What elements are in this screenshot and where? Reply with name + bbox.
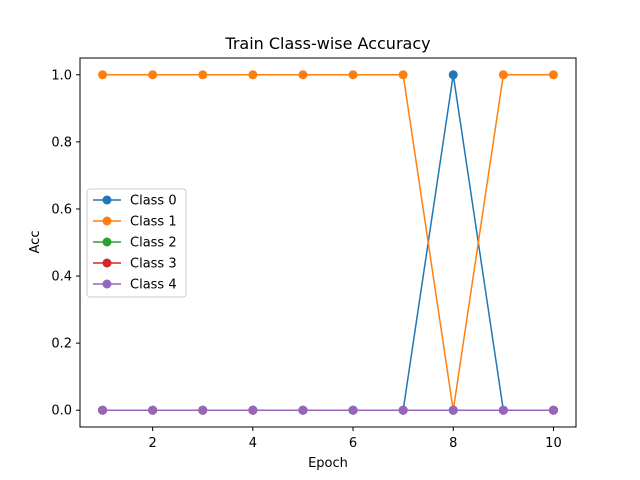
- y-tick-label-5: 1.0: [51, 68, 72, 83]
- chart-title: Train Class-wise Accuracy: [224, 34, 430, 53]
- legend-marker-3: [102, 258, 112, 268]
- data-point-1-0: [98, 70, 108, 80]
- y-tick-label-3: 0.6: [51, 202, 72, 217]
- data-point-4-5: [348, 405, 358, 415]
- legend-item-1: Class 1: [93, 215, 177, 230]
- legend-marker-2: [102, 237, 112, 247]
- data-point-1-9: [548, 70, 558, 80]
- data-point-4-7: [448, 405, 458, 415]
- y-tick-label-2: 0.4: [51, 270, 72, 285]
- legend-item-0: Class 0: [93, 194, 177, 209]
- legend-label-4: Class 4: [130, 278, 177, 293]
- data-point-4-6: [398, 405, 408, 415]
- x-tick-label-4: 10: [545, 436, 562, 451]
- data-point-4-9: [548, 405, 558, 415]
- series-1: [98, 70, 558, 415]
- x-axis: 2 4 6 8 10: [149, 427, 562, 451]
- x-axis-label: Epoch: [308, 456, 348, 471]
- legend-item-4: Class 4: [93, 278, 177, 293]
- series-line-1: [102, 74, 554, 411]
- data-point-4-2: [198, 405, 208, 415]
- data-point-4-0: [98, 405, 108, 415]
- legend-marker-1: [102, 216, 112, 226]
- legend-label-3: Class 3: [130, 257, 177, 272]
- data-point-1-3: [248, 70, 258, 80]
- legend-label-2: Class 2: [130, 236, 177, 251]
- legend-marker-4: [102, 279, 112, 289]
- data-point-4-4: [298, 405, 308, 415]
- legend: Class 0 Class 1 Class 2 Class 3 Class 4: [86, 188, 187, 298]
- legend-item-3: Class 3: [93, 257, 177, 272]
- x-tick-label-2: 6: [349, 436, 357, 451]
- y-axis: 0.0 0.2 0.4 0.6 0.8 1.0: [51, 68, 80, 419]
- x-tick-label-3: 8: [449, 436, 457, 451]
- y-tick-label-1: 0.2: [51, 337, 72, 352]
- data-point-0-7: [448, 70, 458, 80]
- data-point-1-2: [198, 70, 208, 80]
- y-axis-label: Acc: [28, 231, 43, 254]
- data-point-1-1: [148, 70, 158, 80]
- data-point-1-4: [298, 70, 308, 80]
- data-point-1-6: [398, 70, 408, 80]
- legend-label-0: Class 0: [130, 194, 177, 209]
- data-point-4-8: [498, 405, 508, 415]
- series-4: [98, 405, 558, 415]
- legend-item-2: Class 2: [93, 236, 177, 251]
- data-point-4-1: [148, 405, 158, 415]
- x-tick-label-1: 4: [249, 436, 257, 451]
- legend-marker-0: [102, 195, 112, 205]
- y-tick-label-0: 0.0: [51, 404, 72, 419]
- axes-frame: [79, 57, 577, 428]
- plot-area: [79, 57, 577, 428]
- legend-label-1: Class 1: [130, 215, 177, 230]
- y-tick-label-4: 0.8: [51, 135, 72, 150]
- legend-box: [86, 188, 187, 298]
- x-tick-label-0: 2: [149, 436, 157, 451]
- data-point-4-3: [248, 405, 258, 415]
- data-point-1-8: [498, 70, 508, 80]
- data-point-1-5: [348, 70, 358, 80]
